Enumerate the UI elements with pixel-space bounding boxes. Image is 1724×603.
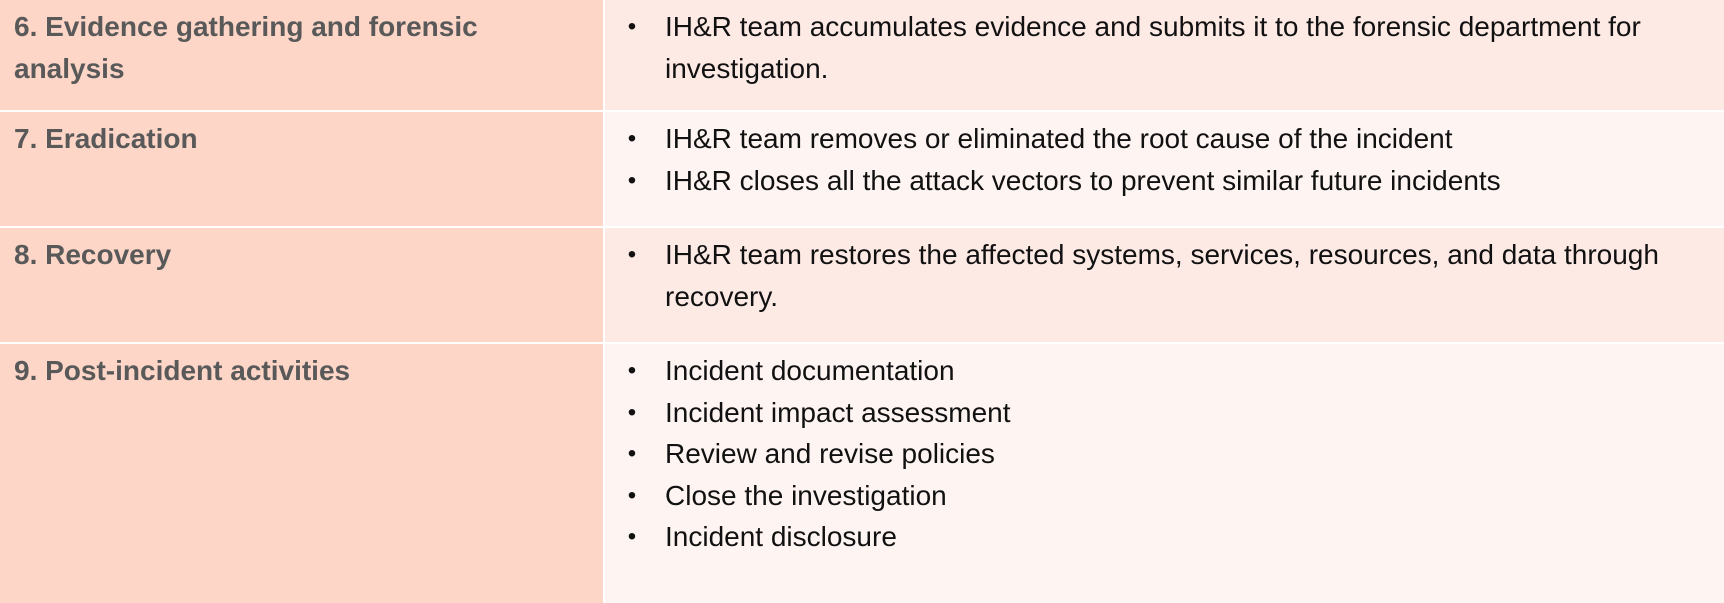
bullet-icon: •: [627, 357, 637, 384]
step-detail-cell: • IH&R team restores the affected system…: [605, 228, 1724, 342]
step-title-cell: 8. Recovery: [0, 228, 603, 342]
bullet-text: Incident impact assessment: [665, 396, 1011, 428]
bullet-text: Review and revise policies: [665, 438, 995, 469]
step-detail-cell: • IH&R team accumulates evidence and sub…: [605, 0, 1724, 110]
bullet-text: Incident documentation: [665, 355, 955, 386]
bullet-icon: •: [627, 481, 637, 509]
step-title: 8. Recovery: [14, 239, 172, 270]
list-item: • Review and revise policies: [605, 433, 1706, 475]
bullet-icon: •: [627, 13, 637, 40]
bullet-icon: •: [627, 398, 637, 426]
bullet-text: IH&R team accumulates evidence and submi…: [665, 11, 1641, 84]
bullet-list: • IH&R team accumulates evidence and sub…: [605, 6, 1706, 89]
bullet-icon: •: [627, 125, 637, 152]
bullet-icon: •: [627, 166, 637, 194]
bullet-icon: •: [627, 440, 637, 467]
bullet-text: IH&R team restores the affected systems,…: [665, 239, 1659, 312]
bullet-text: Incident disclosure: [665, 521, 897, 552]
bullet-text: IH&R team removes or eliminated the root…: [665, 123, 1453, 154]
list-item: • Close the investigation: [605, 475, 1706, 517]
list-item: • IH&R closes all the attack vectors to …: [605, 160, 1706, 202]
step-detail-cell: • IH&R team removes or eliminated the ro…: [605, 112, 1724, 226]
bullet-text: IH&R closes all the attack vectors to pr…: [665, 164, 1501, 196]
list-item: • Incident impact assessment: [605, 392, 1706, 434]
step-title-cell: 7. Eradication: [0, 112, 603, 226]
bullet-icon: •: [627, 523, 637, 550]
list-item: • Incident disclosure: [605, 516, 1706, 558]
bullet-text: Close the investigation: [665, 479, 947, 511]
bullet-list: • Incident documentation • Incident impa…: [605, 350, 1706, 558]
step-detail-cell: • Incident documentation • Incident impa…: [605, 344, 1724, 603]
step-title: 7. Eradication: [14, 123, 198, 154]
bullet-icon: •: [627, 241, 637, 268]
step-title-cell: 9. Post-incident activities: [0, 344, 603, 603]
list-item: • IH&R team accumulates evidence and sub…: [605, 6, 1706, 89]
list-item: • IH&R team restores the affected system…: [605, 234, 1706, 317]
step-title-cell: 6. Evidence gathering and forensic analy…: [0, 0, 603, 110]
step-title: 9. Post-incident activities: [14, 355, 351, 386]
bullet-list: • IH&R team restores the affected system…: [605, 234, 1706, 317]
list-item: • Incident documentation: [605, 350, 1706, 392]
list-item: • IH&R team removes or eliminated the ro…: [605, 118, 1706, 160]
bullet-list: • IH&R team removes or eliminated the ro…: [605, 118, 1706, 201]
step-title: 6. Evidence gathering and forensic analy…: [14, 11, 478, 84]
